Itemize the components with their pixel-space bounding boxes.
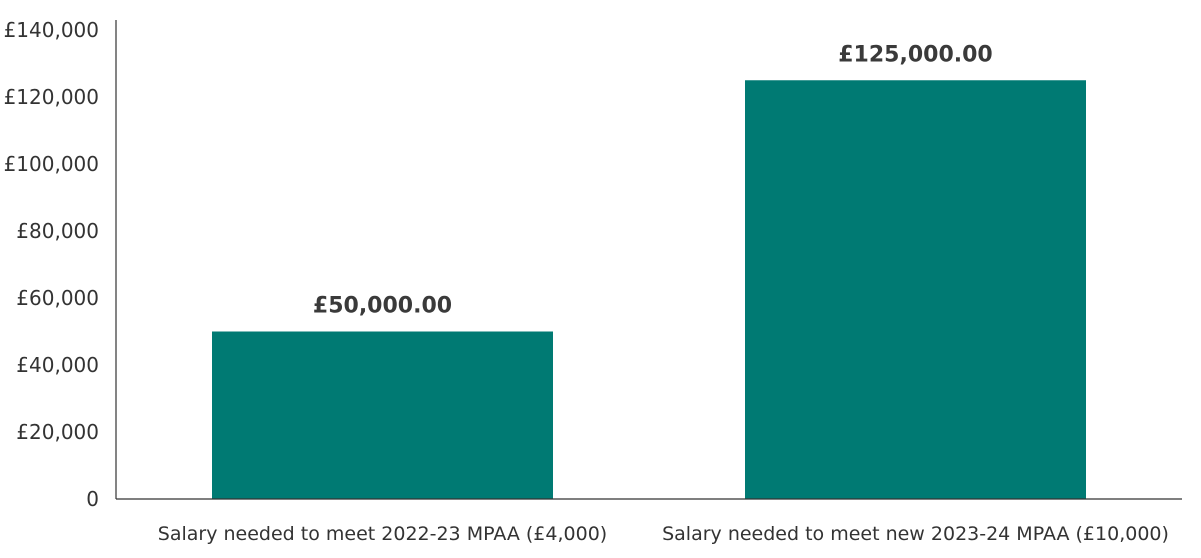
x-category-label: Salary needed to meet new 2023-24 MPAA (… [662, 523, 1169, 545]
y-axis-ticks: 0 £20,000 £40,000 £60,000 £80,000 £100,000 £12… [4, 18, 99, 511]
x-category-label: Salary needed to meet 2022-23 MPAA (£4,0… [158, 523, 607, 545]
bar-value-label: £50,000.00 [313, 294, 452, 319]
bars [212, 80, 1086, 499]
x-axis-category-labels: Salary needed to meet 2022-23 MPAA (£4,0… [158, 523, 1169, 545]
bar [212, 331, 553, 499]
y-tick-label: £140,000 [4, 18, 99, 42]
y-tick-label: £100,000 [4, 152, 99, 176]
y-tick-label: £20,000 [16, 420, 99, 444]
bar [745, 80, 1086, 499]
y-tick-label: £120,000 [4, 85, 99, 109]
data-labels: £50,000.00 £125,000.00 [313, 42, 993, 318]
bar-value-label: £125,000.00 [838, 42, 992, 67]
y-tick-label: £80,000 [16, 219, 99, 243]
y-tick-label: £40,000 [16, 353, 99, 377]
y-tick-label: 0 [86, 487, 99, 511]
y-tick-label: £60,000 [16, 286, 99, 310]
